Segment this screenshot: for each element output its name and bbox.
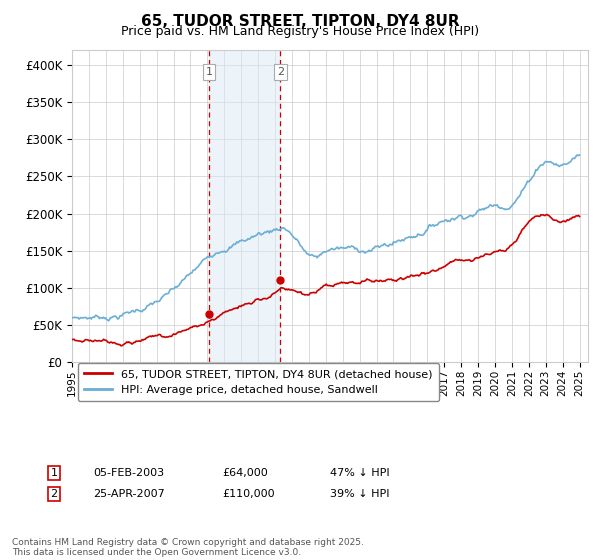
Text: 25-APR-2007: 25-APR-2007 — [93, 489, 165, 499]
Text: 1: 1 — [50, 468, 58, 478]
Text: 05-FEB-2003: 05-FEB-2003 — [93, 468, 164, 478]
Text: Price paid vs. HM Land Registry's House Price Index (HPI): Price paid vs. HM Land Registry's House … — [121, 25, 479, 38]
Text: £64,000: £64,000 — [222, 468, 268, 478]
Legend: 65, TUDOR STREET, TIPTON, DY4 8UR (detached house), HPI: Average price, detached: 65, TUDOR STREET, TIPTON, DY4 8UR (detac… — [77, 362, 439, 402]
Text: 2: 2 — [50, 489, 58, 499]
Text: Contains HM Land Registry data © Crown copyright and database right 2025.
This d: Contains HM Land Registry data © Crown c… — [12, 538, 364, 557]
Text: 1: 1 — [205, 67, 212, 77]
Text: 47% ↓ HPI: 47% ↓ HPI — [330, 468, 389, 478]
Text: 65, TUDOR STREET, TIPTON, DY4 8UR: 65, TUDOR STREET, TIPTON, DY4 8UR — [140, 14, 460, 29]
Text: 39% ↓ HPI: 39% ↓ HPI — [330, 489, 389, 499]
Text: 2: 2 — [277, 67, 284, 77]
Bar — [209, 50, 280, 362]
Text: £110,000: £110,000 — [222, 489, 275, 499]
